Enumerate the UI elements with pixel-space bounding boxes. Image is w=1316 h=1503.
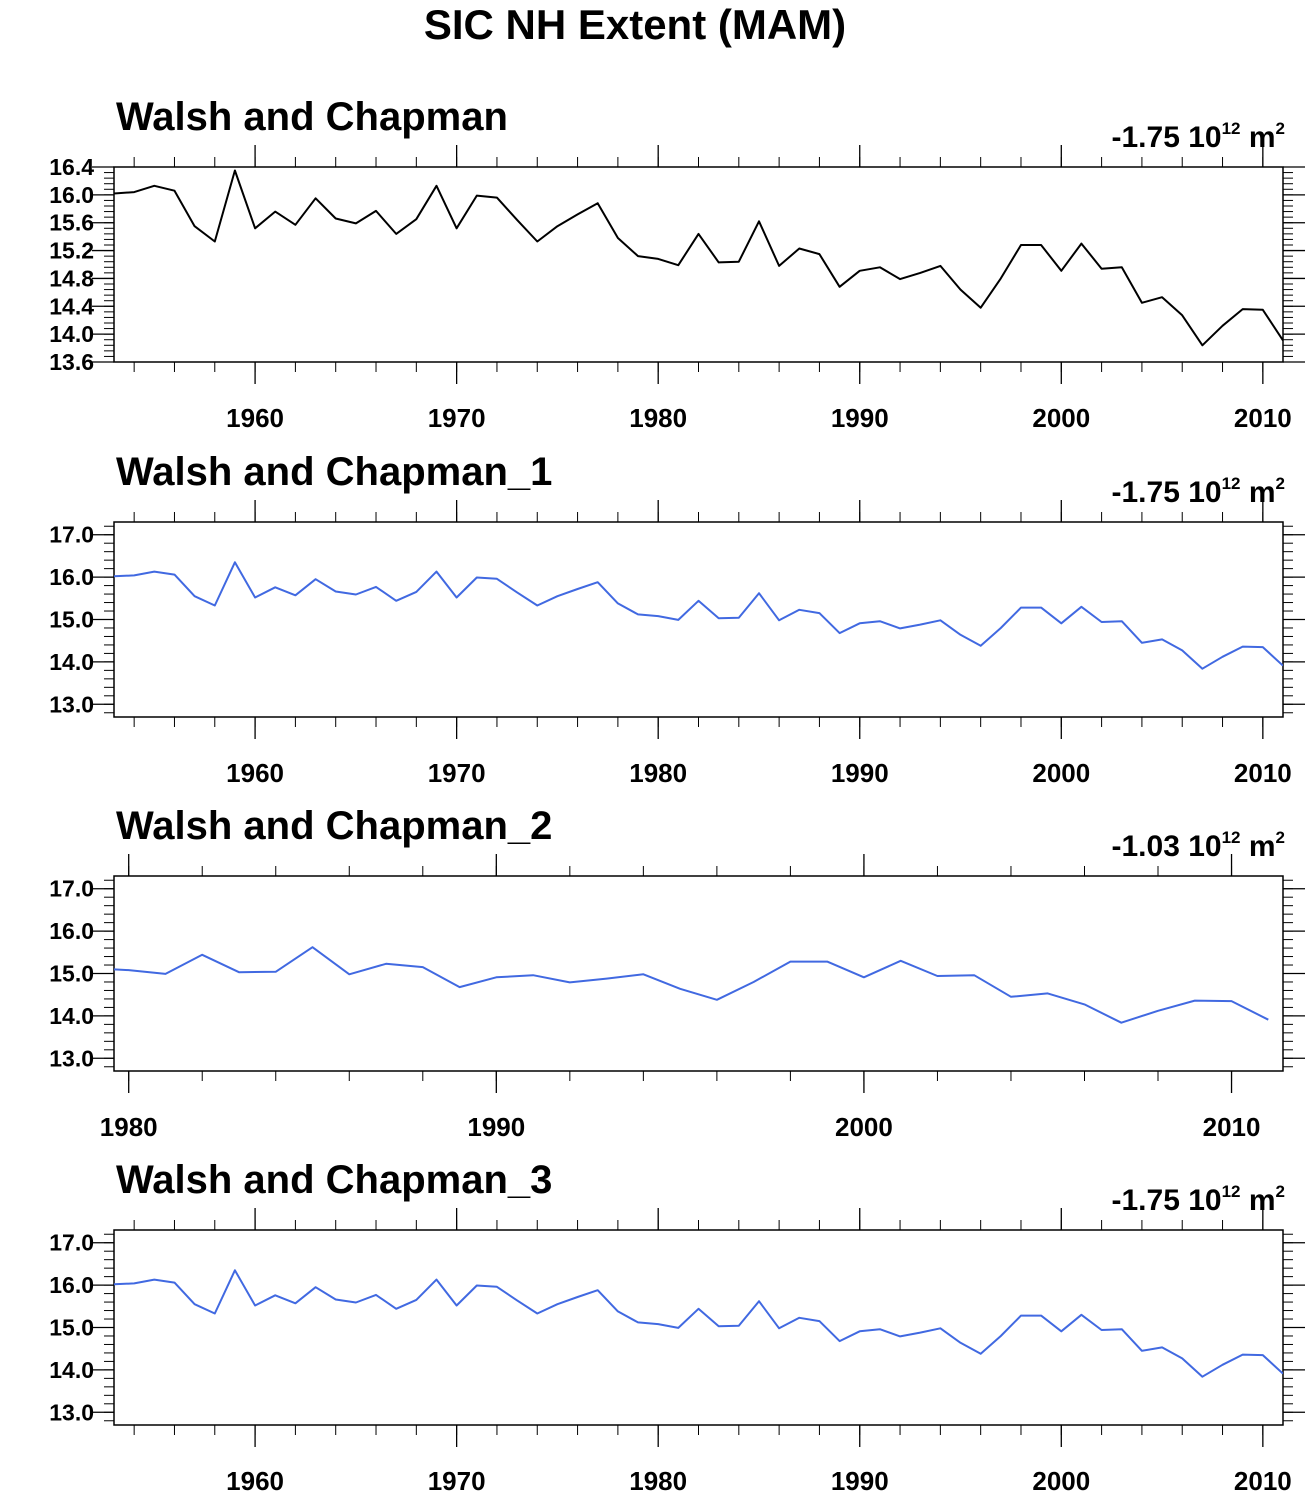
chart-panel-4: Walsh and Chapman_3 -1.75 1012 m2 13.0 14.0…	[49, 1158, 1305, 1496]
plot-frame	[113, 1229, 1284, 1426]
y-tick-label: 14.0	[49, 321, 94, 347]
panel-title: Walsh and Chapman	[116, 95, 508, 139]
y-tick-label: 17.0	[49, 522, 94, 548]
series-line	[114, 1269, 1283, 1378]
y-tick-label: 13.0	[49, 1045, 94, 1071]
x-tick-label: 1990	[467, 1112, 525, 1142]
x-tick-label: 1980	[629, 1466, 687, 1496]
x-tick-label: 2010	[1203, 1112, 1261, 1142]
x-tick-label: 1970	[428, 1466, 486, 1496]
x-tick-label: 1970	[428, 758, 486, 788]
chart-panel-1: Walsh and Chapman -1.75 1012 m213.614.014…	[49, 95, 1305, 433]
y-tick-label: 16.0	[49, 918, 94, 944]
y-tick-label: 17.0	[49, 1230, 94, 1256]
x-tick-label: 1980	[100, 1112, 158, 1142]
plot-frame	[113, 875, 1284, 1072]
x-tick-label: 2000	[1032, 758, 1090, 788]
series-line	[114, 946, 1269, 1024]
y-tick-label: 13.0	[49, 691, 94, 717]
chart-panel-2: Walsh and Chapman_1 -1.75 1012 m2 13.0 14.0…	[49, 450, 1305, 788]
chart-panel-3: Walsh and Chapman_2 -1.03 1012 m2 13.0 14.0…	[49, 804, 1305, 1142]
x-tick-label: 2000	[1032, 1466, 1090, 1496]
x-tick-label: 1970	[428, 403, 486, 433]
y-tick-label: 17.0	[49, 876, 94, 902]
trend-annotation: -1.75 1012 m2	[1112, 474, 1286, 509]
trend-annotation: -1.75 1012 m2	[1112, 1182, 1286, 1217]
x-tick-label: 1980	[629, 758, 687, 788]
y-tick-label: 15.0	[49, 961, 94, 987]
x-tick-label: 1960	[226, 1466, 284, 1496]
y-tick-label: 14.4	[49, 293, 94, 319]
x-tick-label: 2010	[1234, 758, 1292, 788]
panel-title: Walsh and Chapman_2	[116, 804, 552, 848]
y-tick-label: 13.6	[49, 349, 94, 375]
x-tick-label: 2000	[1032, 403, 1090, 433]
panel-title: Walsh and Chapman_3	[116, 1158, 552, 1202]
y-tick-label: 14.0	[49, 1357, 94, 1383]
x-tick-label: 1990	[831, 403, 889, 433]
y-tick-label: 14.0	[49, 1003, 94, 1029]
x-tick-label: 1980	[629, 403, 687, 433]
y-tick-label: 13.0	[49, 1399, 94, 1425]
y-tick-label: 15.6	[49, 210, 94, 236]
x-tick-label: 1990	[831, 1466, 889, 1496]
panel-title: Walsh and Chapman_1	[116, 450, 552, 494]
x-tick-label: 1960	[226, 403, 284, 433]
trend-annotation: -1.03 1012 m2	[1112, 828, 1286, 863]
y-tick-label: 15.2	[49, 238, 94, 264]
y-tick-label: 16.0	[49, 564, 94, 590]
x-tick-label: 2010	[1234, 403, 1292, 433]
series-line	[114, 169, 1283, 347]
plot-frame	[113, 166, 1284, 363]
x-tick-label: 2010	[1234, 1466, 1292, 1496]
y-tick-label: 15.0	[49, 1315, 94, 1341]
trend-annotation: -1.75 1012 m2	[1112, 119, 1286, 154]
y-tick-label: 16.0	[49, 1272, 94, 1298]
y-tick-label: 16.4	[49, 154, 94, 180]
x-tick-label: 2000	[835, 1112, 893, 1142]
chart-main-title: SIC NH Extent (MAM)	[423, 1, 847, 48]
y-tick-label: 14.8	[49, 265, 94, 291]
x-tick-label: 1960	[226, 758, 284, 788]
y-tick-label: 14.0	[49, 649, 94, 675]
series-line	[114, 561, 1283, 670]
y-tick-label: 16.0	[49, 182, 94, 208]
y-tick-label: 15.0	[49, 607, 94, 633]
x-tick-label: 1990	[831, 758, 889, 788]
plot-frame	[113, 521, 1284, 718]
